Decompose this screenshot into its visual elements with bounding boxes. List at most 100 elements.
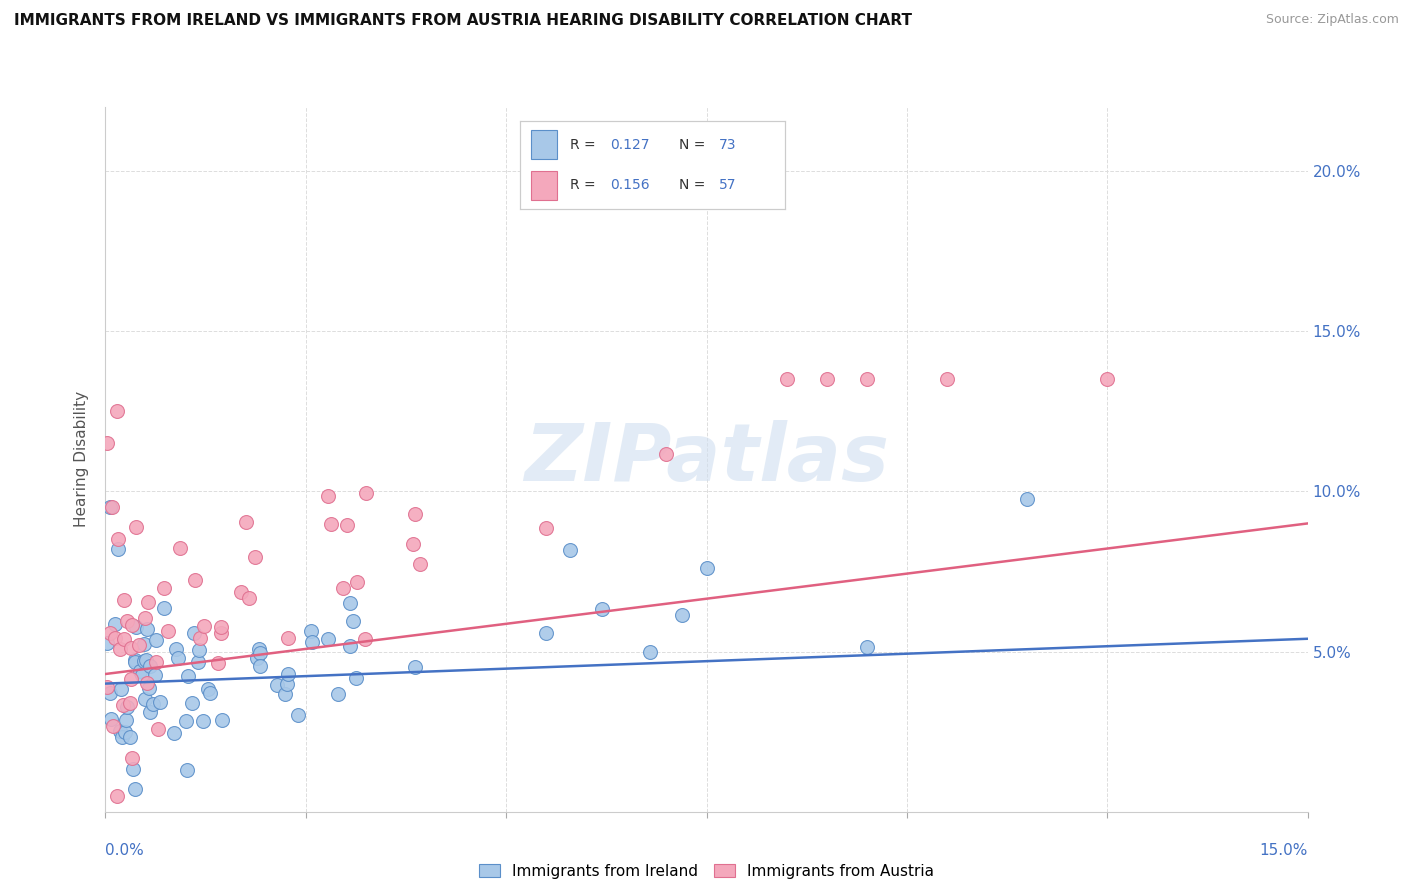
- Point: [815, 372, 838, 386]
- Text: 15.0%: 15.0%: [1260, 843, 1308, 858]
- Point: [134, 611, 156, 625]
- Point: [132, 637, 155, 651]
- Text: 0.0%: 0.0%: [105, 843, 145, 858]
- Point: [188, 642, 211, 657]
- Text: Source: ZipAtlas.com: Source: ZipAtlas.com: [1265, 13, 1399, 27]
- Point: [176, 764, 198, 778]
- Point: [98, 686, 121, 700]
- Point: [346, 575, 368, 590]
- Point: [107, 533, 129, 547]
- Point: [332, 581, 354, 595]
- Point: [235, 515, 257, 529]
- Point: [1017, 491, 1039, 506]
- Point: [96, 436, 118, 450]
- Point: [404, 507, 426, 521]
- Point: [287, 707, 309, 722]
- Point: [115, 699, 138, 714]
- Point: [183, 625, 205, 640]
- Point: [229, 585, 252, 599]
- Point: [249, 659, 271, 673]
- Point: [138, 595, 160, 609]
- Point: [319, 517, 342, 532]
- Point: [184, 573, 207, 587]
- Point: [211, 713, 233, 727]
- Point: [316, 632, 339, 647]
- Point: [122, 762, 145, 776]
- Point: [209, 620, 232, 634]
- Text: ZIPatlas: ZIPatlas: [524, 420, 889, 499]
- Point: [98, 500, 121, 515]
- Point: [404, 660, 426, 674]
- Point: [177, 669, 200, 683]
- Point: [120, 672, 142, 686]
- Point: [165, 642, 187, 657]
- Point: [193, 618, 215, 632]
- Point: [299, 624, 322, 639]
- Point: [326, 687, 349, 701]
- Point: [174, 714, 197, 728]
- Point: [855, 372, 877, 386]
- Point: [135, 653, 157, 667]
- Point: [191, 714, 214, 729]
- Point: [277, 632, 299, 646]
- Point: [139, 705, 162, 719]
- Point: [277, 666, 299, 681]
- Point: [105, 404, 128, 418]
- Point: [148, 722, 170, 736]
- Point: [776, 372, 799, 386]
- Point: [110, 642, 132, 657]
- Point: [142, 698, 165, 712]
- Point: [96, 680, 118, 694]
- Point: [274, 687, 297, 701]
- Point: [181, 696, 204, 710]
- Point: [356, 485, 378, 500]
- Point: [125, 520, 148, 534]
- Point: [318, 489, 340, 503]
- Point: [110, 682, 132, 697]
- Point: [101, 500, 124, 515]
- Point: [107, 542, 129, 557]
- Point: [153, 600, 176, 615]
- Point: [125, 620, 148, 634]
- Point: [96, 635, 118, 649]
- Point: [153, 581, 176, 595]
- Point: [169, 541, 191, 556]
- Point: [138, 681, 160, 696]
- Point: [121, 751, 143, 765]
- Point: [353, 632, 375, 647]
- Point: [115, 713, 138, 727]
- Point: [100, 712, 122, 726]
- Point: [134, 691, 156, 706]
- Point: [238, 591, 260, 606]
- Point: [135, 676, 157, 690]
- Point: [114, 724, 136, 739]
- Point: [408, 558, 430, 572]
- Point: [190, 631, 212, 645]
- Point: [128, 665, 150, 679]
- Point: [131, 668, 153, 682]
- Point: [342, 614, 364, 628]
- Point: [855, 640, 877, 654]
- Point: [246, 650, 269, 665]
- Point: [101, 718, 124, 732]
- Point: [104, 631, 127, 645]
- Point: [591, 602, 613, 616]
- Point: [124, 653, 146, 667]
- Point: [118, 696, 141, 710]
- Legend: Immigrants from Ireland, Immigrants from Austria: Immigrants from Ireland, Immigrants from…: [472, 858, 941, 885]
- Point: [209, 626, 232, 640]
- Point: [266, 678, 288, 692]
- Point: [276, 677, 298, 691]
- Point: [339, 596, 361, 610]
- Y-axis label: Hearing Disability: Hearing Disability: [75, 392, 90, 527]
- Point: [128, 639, 150, 653]
- Point: [111, 731, 134, 745]
- Point: [112, 632, 135, 647]
- Point: [336, 518, 359, 533]
- Point: [145, 632, 167, 647]
- Point: [247, 642, 270, 657]
- Point: [107, 789, 129, 803]
- Point: [696, 561, 718, 575]
- Point: [112, 593, 135, 607]
- Point: [132, 654, 155, 668]
